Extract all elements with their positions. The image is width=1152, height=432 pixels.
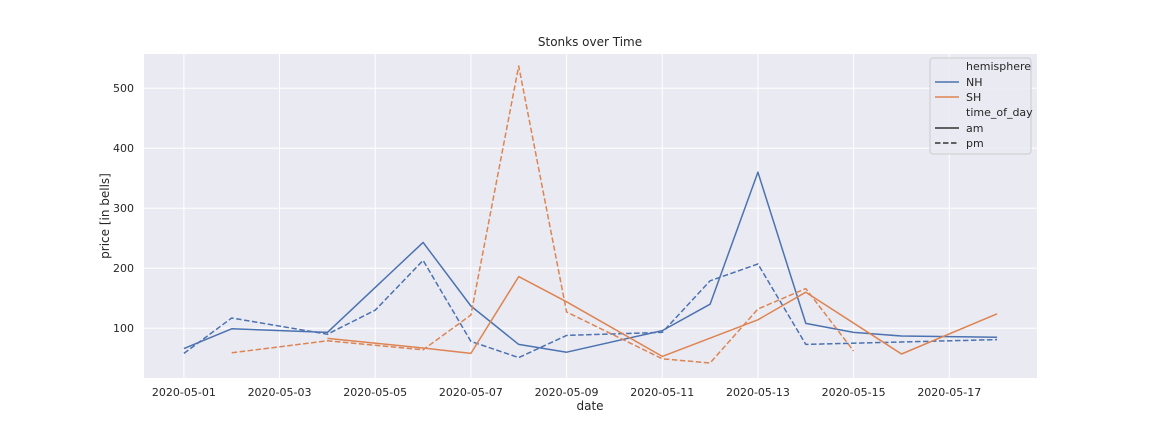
x-axis-ticks: 2020-05-01 2020-05-03 2020-05-05 2020-05-07… — [152, 386, 981, 399]
x-tick-label: 2020-05-11 — [630, 386, 694, 399]
x-tick-label: 2020-05-07 — [439, 386, 503, 399]
y-tick-label: 100 — [113, 322, 134, 335]
x-tick-label: 2020-05-15 — [822, 386, 886, 399]
series-line-nh-pm — [183, 259, 998, 359]
x-tick-label: 2020-05-03 — [248, 386, 312, 399]
legend-hue-title: hemisphere — [966, 60, 1031, 73]
series-line-sh-am — [327, 275, 998, 358]
chart-title: Stonks over Time — [538, 35, 642, 49]
legend-sh-label: SH — [966, 91, 981, 104]
series-line-nh-am — [183, 171, 998, 353]
series-line-sh-pm — [231, 65, 855, 364]
y-axis-ticks: 100 200 300 400 500 — [113, 82, 134, 335]
y-axis-label: price [in bells] — [98, 173, 112, 259]
legend-style-title: time_of_day — [966, 106, 1033, 119]
legend: hemisphere NH SH time_of_day am pm — [929, 57, 1033, 155]
series-layer — [183, 65, 998, 364]
x-tick-label: 2020-05-01 — [152, 386, 216, 399]
y-tick-label: 500 — [113, 82, 134, 95]
x-tick-label: 2020-05-05 — [343, 386, 407, 399]
legend-am-label: am — [966, 122, 983, 135]
y-tick-label: 300 — [113, 202, 134, 215]
grid — [144, 54, 1037, 378]
x-axis-label: date — [576, 399, 603, 413]
y-tick-label: 400 — [113, 142, 134, 155]
x-tick-label: 2020-05-17 — [917, 386, 981, 399]
y-tick-label: 200 — [113, 262, 134, 275]
legend-nh-label: NH — [966, 76, 983, 89]
x-tick-label: 2020-05-09 — [535, 386, 599, 399]
plot-background — [144, 54, 1037, 378]
legend-pm-label: pm — [966, 137, 984, 150]
x-tick-label: 2020-05-13 — [726, 386, 790, 399]
